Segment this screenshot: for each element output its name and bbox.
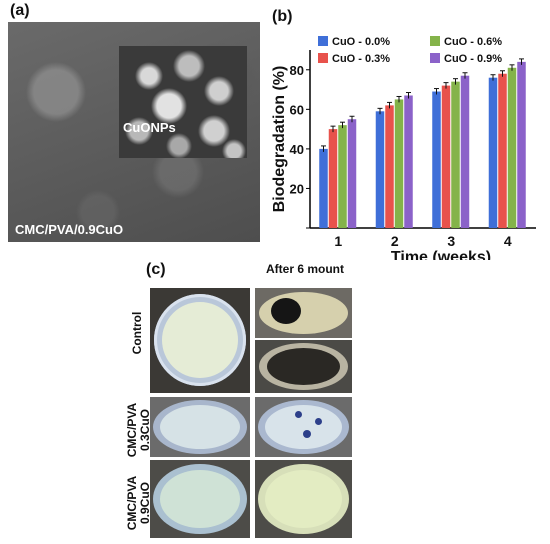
degraded-film <box>267 348 340 385</box>
bar <box>451 81 460 229</box>
photo-control-6m-top <box>255 288 352 338</box>
panel-c-label: (c) <box>146 261 166 278</box>
bar <box>488 77 498 228</box>
row-label-control-text: Control <box>130 311 144 355</box>
column-header: After 6 mount <box>266 262 344 276</box>
y-tick-label: 80 <box>290 63 304 78</box>
film-sample <box>265 470 342 528</box>
bar <box>432 91 441 229</box>
bar <box>319 148 328 228</box>
x-tick-label: 3 <box>447 233 455 249</box>
bar <box>498 73 507 228</box>
film-sample <box>265 405 342 449</box>
sem-inset-image <box>119 46 247 158</box>
sem-image: CuONPs CMC/PVA/0.9CuO <box>8 22 260 242</box>
bar <box>460 75 470 228</box>
bar <box>375 111 385 228</box>
legend-swatch <box>318 53 328 63</box>
panel-b-label: (b) <box>272 8 293 25</box>
y-tick-label: 20 <box>290 181 304 196</box>
bar <box>394 99 404 228</box>
bar <box>385 105 394 228</box>
legend-label: CuO - 0.6% <box>444 36 502 48</box>
bar <box>338 125 347 228</box>
legend-swatch <box>318 36 328 46</box>
degraded-spot <box>271 298 301 324</box>
film-sample <box>160 470 240 528</box>
bar <box>517 61 526 228</box>
y-tick-label: 60 <box>290 102 304 117</box>
photo-03cuo-initial <box>150 397 250 457</box>
legend-label: CuO - 0.9% <box>444 53 502 65</box>
bar <box>404 95 413 228</box>
photo-03cuo-6m <box>255 397 352 457</box>
panel-a-label: (a) <box>10 2 30 19</box>
legend-swatch <box>430 36 440 46</box>
photo-control-initial <box>150 288 250 393</box>
legend-swatch <box>430 53 440 63</box>
photo-control-6m-bottom <box>255 340 352 393</box>
bar <box>507 67 517 228</box>
legend-label: CuO - 0.3% <box>332 53 390 65</box>
legend-label: CuO - 0.0% <box>332 36 390 48</box>
bar <box>347 119 357 228</box>
film-sample <box>160 405 240 449</box>
y-tick-label: 40 <box>290 142 304 157</box>
y-axis-label: Biodegradation (%) <box>271 66 288 213</box>
degraded-spot <box>315 418 322 425</box>
x-axis-label: Time (weeks) <box>391 249 491 260</box>
photo-09cuo-6m <box>255 460 352 538</box>
degraded-spot <box>303 430 311 438</box>
row-label-control: Control <box>130 303 145 363</box>
x-tick-label: 1 <box>334 233 342 249</box>
image-label: CMC/PVA/0.9CuO <box>15 222 124 237</box>
bar <box>328 129 338 228</box>
film-sample <box>162 302 238 378</box>
degraded-spot <box>295 411 302 418</box>
x-tick-label: 4 <box>504 233 512 249</box>
photo-09cuo-initial <box>150 460 250 538</box>
x-tick-label: 2 <box>391 233 399 249</box>
bar <box>441 85 451 228</box>
inset-label: CuONPs <box>123 120 176 135</box>
